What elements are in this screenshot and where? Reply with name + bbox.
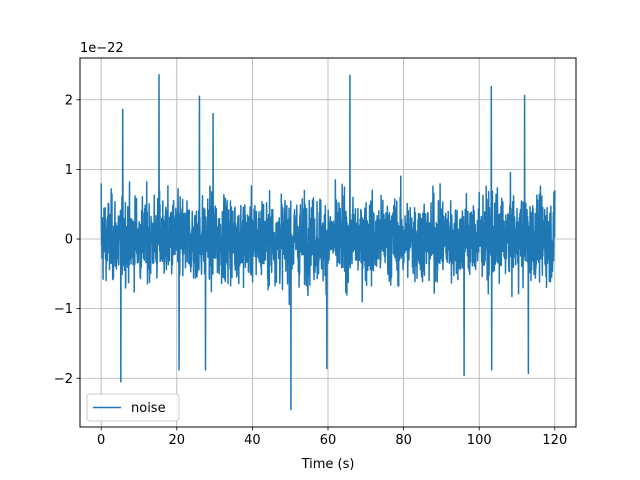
- y-tick-label: −2: [54, 372, 73, 387]
- x-axis-label: Time (s): [301, 457, 355, 472]
- y-tick-label: 1: [65, 163, 73, 178]
- y-offset-label: 1e−22: [80, 41, 124, 56]
- x-tick-label: 0: [97, 433, 105, 448]
- y-tick-label: 0: [65, 233, 73, 248]
- series-line-noise: [100, 73, 556, 411]
- x-tick-label: 80: [395, 433, 412, 448]
- x-tick-label: 20: [169, 433, 186, 448]
- legend-box: [86, 393, 180, 422]
- x-tick-label: 40: [244, 433, 261, 448]
- legend: noise: [86, 393, 180, 422]
- y-tick-label: −1: [54, 302, 73, 317]
- y-ticks: −2 −1 0 1 2: [54, 93, 80, 387]
- x-ticks: 0 20 40 60 80 100 120: [97, 427, 567, 448]
- x-tick-label: 60: [320, 433, 337, 448]
- x-tick-label: 120: [542, 433, 567, 448]
- y-tick-label: 2: [65, 93, 73, 108]
- series-layer: [100, 73, 556, 411]
- legend-label-noise: noise: [131, 401, 166, 416]
- x-tick-label: 100: [467, 433, 492, 448]
